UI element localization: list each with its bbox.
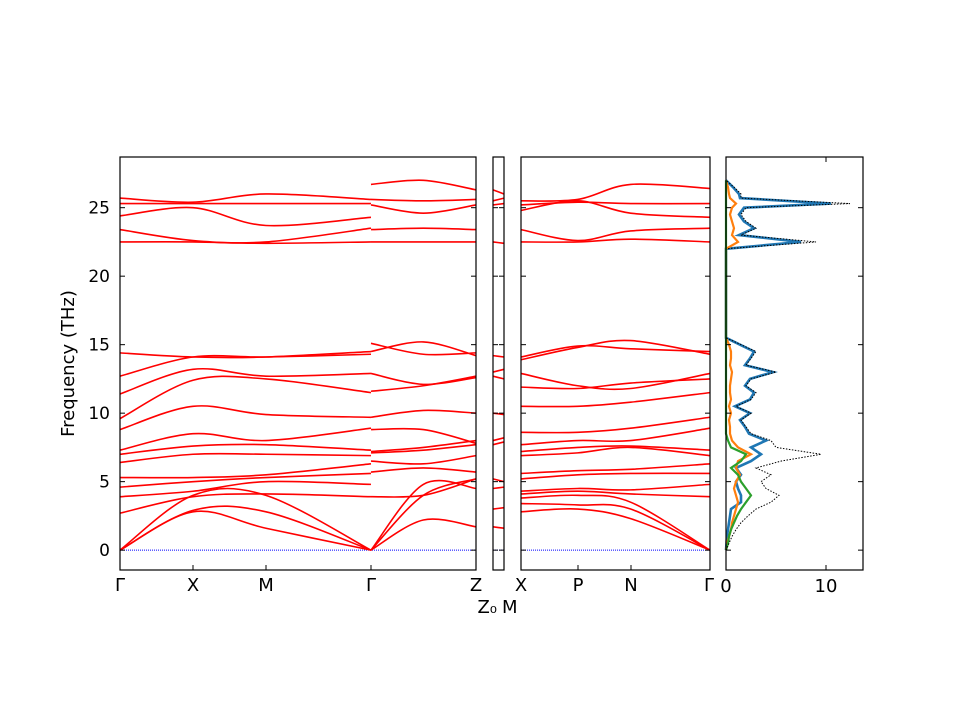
band-line <box>492 375 505 380</box>
band-line <box>119 353 372 377</box>
band-line <box>520 200 711 219</box>
band-line <box>492 506 505 510</box>
band-line <box>370 409 477 419</box>
kpoint-label: M <box>502 597 518 618</box>
band-line <box>119 206 372 227</box>
y-axis-label: Frequency (THz) <box>58 290 79 437</box>
band-line <box>119 452 371 464</box>
band-line <box>119 472 372 488</box>
band-line <box>370 518 477 551</box>
kpoint-label: Γ <box>704 575 714 596</box>
band-line <box>492 197 505 202</box>
band-line <box>119 493 372 514</box>
band-line <box>370 227 477 231</box>
band-line <box>119 193 372 204</box>
y-tick-label: 25 <box>88 199 110 219</box>
band-line <box>370 427 477 445</box>
x-tick-label: 0 <box>720 576 731 597</box>
band-line <box>520 339 711 361</box>
band-line <box>119 443 372 456</box>
band-line <box>520 391 711 408</box>
band-line <box>119 427 372 451</box>
band-line <box>520 502 711 551</box>
band-line <box>492 486 505 490</box>
band-line <box>492 202 505 206</box>
band-line <box>370 467 477 473</box>
band-line <box>492 189 505 195</box>
band-line <box>370 478 477 498</box>
band-line <box>492 354 505 358</box>
band-line <box>370 443 477 454</box>
dos-panel: 0 10 <box>720 157 851 597</box>
band-line <box>370 439 477 453</box>
band-line <box>492 368 505 373</box>
kpoint-label: Z₀ <box>477 597 497 618</box>
y-tick-label: 20 <box>88 267 110 287</box>
band-line <box>370 341 477 357</box>
band-line <box>520 483 711 493</box>
band-line <box>520 494 711 551</box>
dos-total <box>725 179 851 551</box>
band-line <box>520 472 711 480</box>
band-panel-2: Z₀ M <box>477 189 518 618</box>
kpoint-label: Γ <box>366 575 376 596</box>
band-line <box>119 350 372 359</box>
kpoint-label: Γ <box>115 575 125 596</box>
y-tick-label: 5 <box>99 473 110 493</box>
kpoint-label: X <box>187 575 199 596</box>
band-line <box>119 487 372 551</box>
band-line <box>370 198 477 202</box>
band-line <box>370 342 477 356</box>
band-line <box>119 367 372 395</box>
band-line <box>370 204 477 214</box>
band-line <box>370 372 477 386</box>
band-line <box>119 505 372 551</box>
x-tick-label: 10 <box>815 576 838 597</box>
band-line <box>492 437 505 442</box>
band-line <box>520 490 711 498</box>
band-line <box>370 179 477 191</box>
kpoint-label: N <box>624 575 637 596</box>
band-line <box>520 344 711 358</box>
band-line <box>520 238 711 243</box>
band-line <box>119 375 372 420</box>
kpoint-label: P <box>573 575 584 596</box>
band-line <box>520 508 711 551</box>
band-line <box>119 463 372 479</box>
y-tick-label: 0 <box>99 541 110 561</box>
band-line <box>492 526 505 530</box>
band-panel-1-frame <box>119 156 477 571</box>
band-line <box>520 427 711 446</box>
band-line <box>520 372 711 391</box>
band-line <box>119 227 372 244</box>
band-line <box>520 463 711 475</box>
kpoint-label: M <box>258 575 274 596</box>
band-line <box>520 445 711 453</box>
dos-series-2 <box>724 179 754 551</box>
band-line <box>370 454 477 465</box>
band-line <box>492 241 505 245</box>
band-line <box>119 405 372 431</box>
band-line <box>520 201 711 206</box>
band-line <box>119 510 372 551</box>
band-line <box>119 480 372 498</box>
band-line <box>370 479 477 551</box>
kpoint-label: Z <box>470 575 482 596</box>
band-panel-2-frame <box>492 156 505 571</box>
band-panel-3-frame <box>520 156 711 571</box>
band-line <box>492 441 505 446</box>
band-line <box>520 416 711 434</box>
band-line <box>370 375 477 393</box>
band-line <box>520 446 711 457</box>
band-line <box>520 183 711 202</box>
dos-panel-frame <box>725 156 864 571</box>
band-line <box>520 227 711 242</box>
y-tick-label: 15 <box>88 336 110 356</box>
kpoint-label: X <box>515 575 527 596</box>
y-tick-label: 10 <box>88 404 110 424</box>
